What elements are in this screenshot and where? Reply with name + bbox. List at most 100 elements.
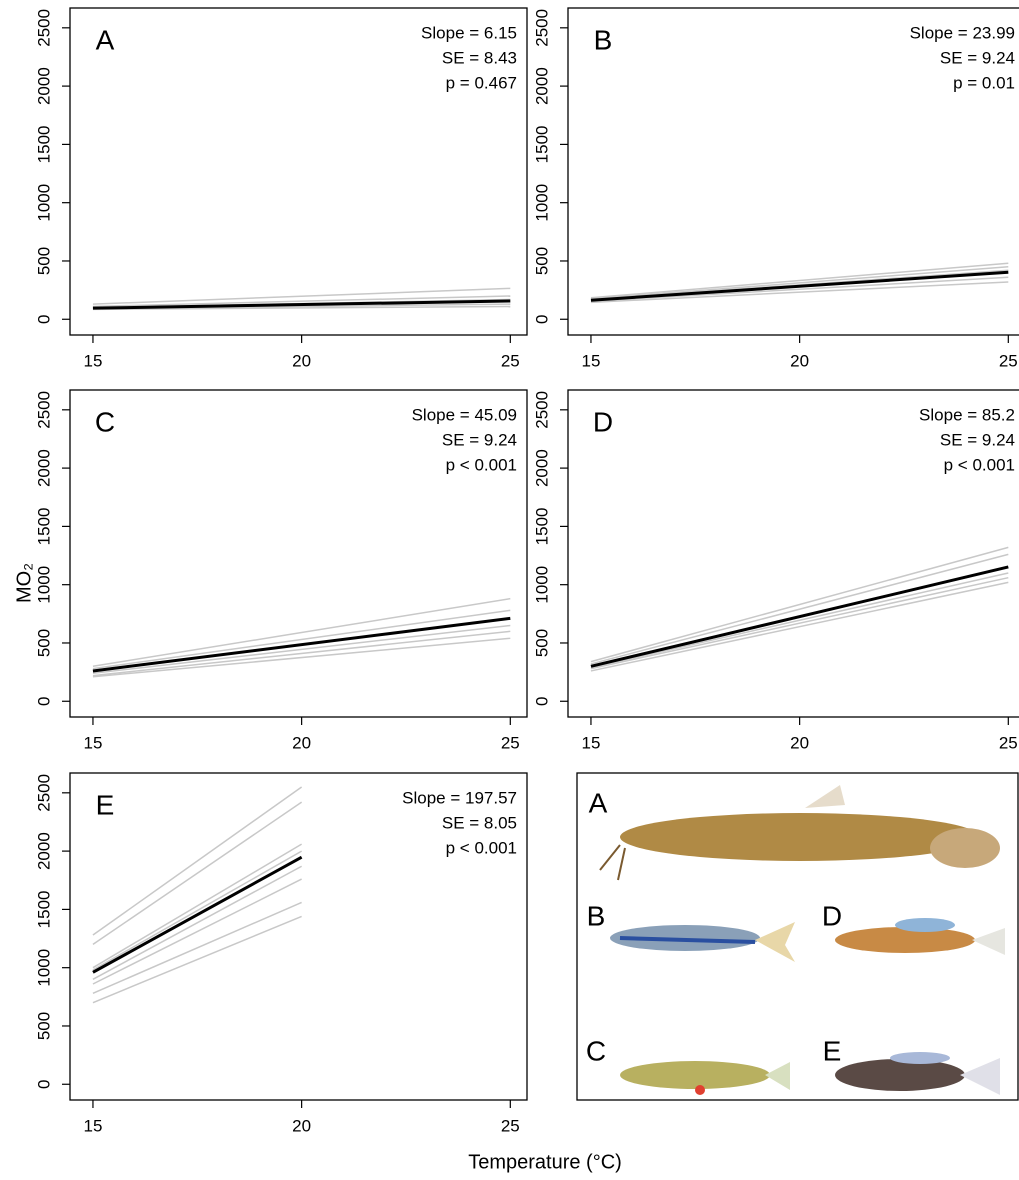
y-tick-label: 0 [34, 315, 53, 324]
y-tick-label: 500 [34, 629, 53, 657]
species-label: A [589, 787, 608, 818]
series-line [92, 855, 303, 974]
series-line [590, 581, 1009, 672]
fish-e [835, 1052, 1000, 1095]
y-tick-label: 1000 [34, 184, 53, 222]
annotation: SE = 9.24 [442, 430, 517, 449]
y-tick-label: 1000 [34, 949, 53, 987]
annotation: p < 0.001 [446, 838, 517, 857]
series-line [92, 609, 511, 670]
annotation: SE = 9.24 [940, 48, 1015, 67]
plot-frame [567, 7, 1019, 336]
y-tick-label: 2500 [34, 9, 53, 47]
panel: 0 500 1000 1500 2000 2500 15 20 25 E Slope = 197.5… [34, 772, 528, 1135]
panel: 0 500 1000 1500 2000 2500 15 20 25 A Slope = 6.15 S… [34, 7, 528, 370]
panel-label: B [594, 24, 613, 55]
y-tick-label: 1500 [532, 507, 551, 545]
annotation: Slope = 23.99 [910, 23, 1015, 42]
x-axis-title: Temperature (°C) [468, 1151, 622, 1173]
fish-d [835, 918, 1005, 955]
y-tick-label: 2500 [532, 391, 551, 429]
series-line [92, 305, 511, 311]
series-line [590, 546, 1009, 663]
x-tick-label: 15 [83, 1116, 102, 1135]
x-tick-label: 25 [501, 351, 520, 370]
series-line [590, 270, 1009, 302]
series-line [92, 630, 511, 677]
x-tick-label: 25 [501, 1116, 520, 1135]
x-tick-label: 15 [581, 733, 600, 752]
panel: 0 500 1000 1500 2000 2500 15 20 25 D Slope = 85.2 S… [532, 389, 1019, 752]
series-line [92, 786, 303, 936]
x-tick-label: 20 [292, 1116, 311, 1135]
x-tick-label: 25 [999, 733, 1018, 752]
panel-label: E [96, 789, 115, 820]
series-line [92, 915, 302, 1004]
y-tick-label: 2500 [34, 391, 53, 429]
species-label: C [586, 1035, 606, 1066]
y-tick-label: 2000 [532, 67, 551, 105]
y-tick-label: 2000 [34, 832, 53, 870]
x-tick-label: 25 [999, 351, 1018, 370]
series-line [92, 878, 302, 985]
y-tick-label: 2000 [532, 449, 551, 487]
y-tick-label: 500 [532, 247, 551, 275]
annotation: Slope = 197.57 [402, 788, 517, 807]
annotation: p = 0.467 [446, 73, 517, 92]
annotation: SE = 8.05 [442, 813, 517, 832]
x-tick-label: 20 [292, 733, 311, 752]
series-line [92, 624, 511, 675]
y-tick-label: 2500 [532, 9, 551, 47]
annotation: SE = 9.24 [940, 430, 1015, 449]
y-tick-label: 2000 [34, 67, 53, 105]
y-tick-label: 0 [532, 315, 551, 324]
species-panel [576, 772, 1019, 1101]
panel-label: C [95, 406, 115, 437]
series-line [590, 576, 1009, 670]
plot-frame [69, 389, 528, 718]
series-line [590, 266, 1009, 300]
y-tick-label: 500 [34, 247, 53, 275]
series-line [92, 850, 303, 971]
species-label: B [587, 900, 606, 931]
y-tick-label: 0 [34, 1080, 53, 1089]
series-line [590, 565, 1009, 668]
annotation: SE = 8.43 [442, 48, 517, 67]
plot-frame [567, 389, 1019, 718]
series-line [590, 281, 1009, 304]
series-line [92, 865, 302, 981]
annotation: p < 0.001 [944, 455, 1015, 474]
y-tick-label: 1000 [532, 184, 551, 222]
series-line [590, 572, 1009, 669]
fish-a [599, 785, 1000, 881]
panel: 0 500 1000 1500 2000 2500 15 20 25 C Slope = 45.09… [34, 389, 528, 752]
series-line [92, 616, 511, 673]
y-tick-label: 0 [532, 697, 551, 706]
y-tick-label: 500 [532, 629, 551, 657]
x-tick-label: 25 [501, 733, 520, 752]
series-line [92, 597, 511, 668]
y-axis-title: MO₂ [13, 563, 35, 603]
plot-frame [69, 7, 528, 336]
panel-label: D [593, 406, 613, 437]
species-label: E [823, 1035, 842, 1066]
series-line [92, 295, 511, 308]
panel-label: A [96, 24, 115, 55]
fish-b [610, 922, 795, 962]
x-tick-label: 15 [83, 351, 102, 370]
series-line [92, 299, 511, 310]
y-tick-label: 1000 [532, 566, 551, 604]
x-tick-label: 20 [292, 351, 311, 370]
panel: 0 500 1000 1500 2000 2500 15 20 25 B Slope = 23.99… [532, 7, 1019, 370]
series-line [92, 637, 511, 678]
fish-c [620, 1061, 790, 1095]
panel-frame [576, 772, 1019, 1101]
annotation: Slope = 85.2 [919, 405, 1015, 424]
x-tick-label: 15 [83, 733, 102, 752]
series-line [92, 901, 302, 995]
species-label: D [822, 900, 842, 931]
x-tick-label: 15 [581, 351, 600, 370]
annotation: Slope = 6.15 [421, 23, 517, 42]
series-line [590, 553, 1009, 665]
